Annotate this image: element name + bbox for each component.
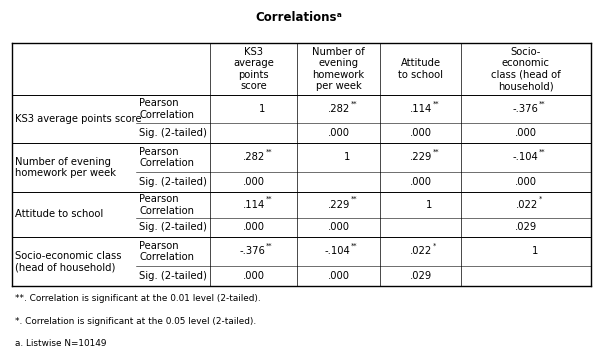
Text: .000: .000 [328,128,349,138]
Text: Socio-economic class
(head of household): Socio-economic class (head of household) [15,251,121,272]
Text: *: * [433,243,436,249]
Text: Number of evening
homework per week: Number of evening homework per week [15,157,116,178]
Text: **: ** [351,196,358,202]
Text: Pearson
Correlation: Pearson Correlation [139,98,194,120]
Text: KS3 average points score: KS3 average points score [15,114,141,124]
Text: .282: .282 [243,152,265,162]
Text: Attitude to school: Attitude to school [15,209,103,219]
Text: -.104: -.104 [325,246,350,256]
Text: **: ** [351,100,358,106]
Text: .000: .000 [410,177,432,187]
Text: *. Correlation is significant at the 0.05 level (2-tailed).: *. Correlation is significant at the 0.0… [15,317,256,326]
Text: .029: .029 [515,222,537,232]
Text: .114: .114 [410,104,432,114]
Text: .000: .000 [328,222,349,232]
Text: .229: .229 [410,152,432,162]
Text: Correlationsᵃ: Correlationsᵃ [255,11,342,24]
Text: .000: .000 [242,177,264,187]
Text: Sig. (2-tailed): Sig. (2-tailed) [139,222,207,232]
Text: a. Listwise N=10149: a. Listwise N=10149 [15,340,106,348]
Text: 1: 1 [531,246,538,256]
Text: .000: .000 [410,128,432,138]
Text: .000: .000 [242,271,264,281]
Text: .000: .000 [515,177,537,187]
Text: **: ** [266,243,272,249]
Text: .114: .114 [243,200,265,210]
Text: **: ** [433,149,439,155]
Text: .000: .000 [515,128,537,138]
Text: **: ** [538,100,545,106]
Text: .000: .000 [328,271,349,281]
Text: Attitude
to school: Attitude to school [398,58,443,80]
Text: .029: .029 [410,271,432,281]
Text: **: ** [538,149,545,155]
Text: **: ** [266,196,272,202]
Text: -.376: -.376 [512,104,538,114]
Text: .022: .022 [410,246,432,256]
Text: **: ** [351,243,358,249]
Text: .000: .000 [242,222,264,232]
Text: .022: .022 [516,200,538,210]
Text: Number of
evening
homework
per week: Number of evening homework per week [312,47,365,91]
Text: Pearson
Correlation: Pearson Correlation [139,194,194,216]
Text: KS3
average
points
score: KS3 average points score [233,47,274,91]
Text: **: ** [266,149,272,155]
Text: -.376: -.376 [239,246,265,256]
Text: Pearson
Correlation: Pearson Correlation [139,147,194,168]
Text: -.104: -.104 [512,152,538,162]
Text: *: * [538,196,541,202]
Text: .229: .229 [328,200,350,210]
Text: 1: 1 [426,200,432,210]
Text: Sig. (2-tailed): Sig. (2-tailed) [139,271,207,281]
Text: Sig. (2-tailed): Sig. (2-tailed) [139,177,207,187]
Text: **: ** [433,100,439,106]
Text: 1: 1 [259,104,265,114]
Text: Sig. (2-tailed): Sig. (2-tailed) [139,128,207,138]
Text: Pearson
Correlation: Pearson Correlation [139,240,194,262]
Text: Socio-
economic
class (head of
household): Socio- economic class (head of household… [491,47,561,91]
Text: **. Correlation is significant at the 0.01 level (2-tailed).: **. Correlation is significant at the 0.… [15,294,260,303]
Text: 1: 1 [344,152,350,162]
Text: .282: .282 [328,104,350,114]
